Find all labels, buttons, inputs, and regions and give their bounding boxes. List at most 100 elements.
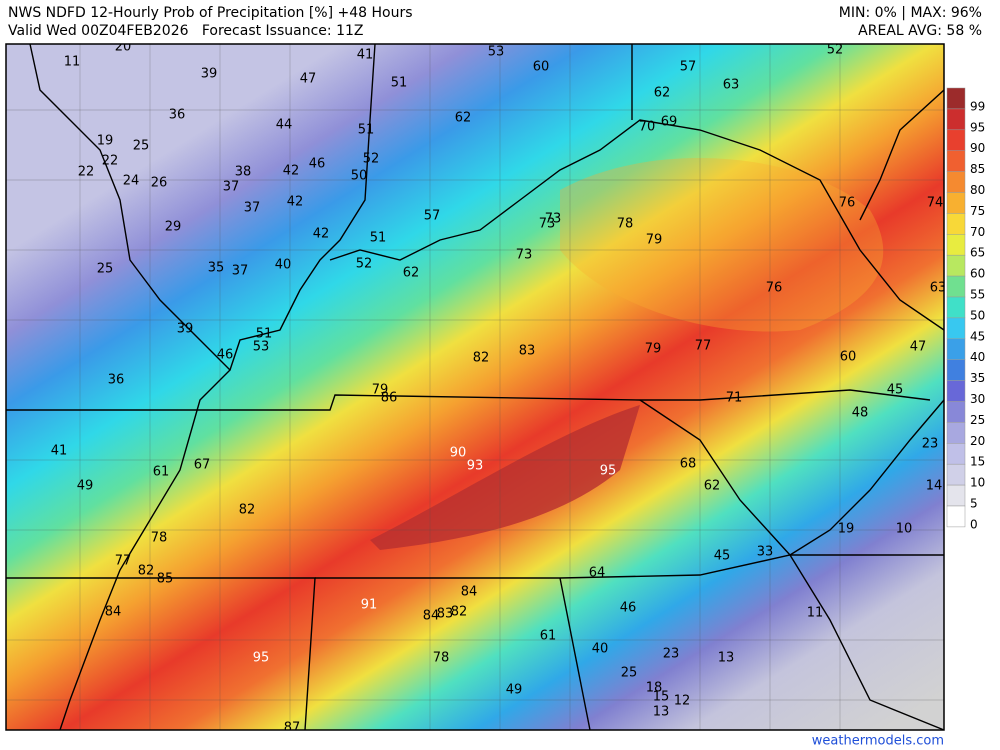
colorbar-cell [946,380,966,402]
map-value: 61 [540,629,557,644]
map-value: 74 [927,196,944,211]
map-value: 84 [423,609,440,624]
map-value: 78 [617,217,634,232]
colorbar-label: 70 [970,225,985,239]
map-value: 84 [461,585,478,600]
colorbar-cell [946,150,966,172]
map-value: 60 [533,60,550,75]
colorbar-cell [946,108,966,131]
map-value: 36 [108,373,125,388]
map: 20 11 39 47 41 53 60 57 52 63 51 62 36 44 62 51 70 69 19 25… [6,40,944,730]
map-value: 42 [287,195,304,210]
map-value: 47 [300,72,317,87]
map-value: 22 [102,154,119,169]
map-value: 52 [363,152,380,167]
colorbar-label: 10 [970,476,985,490]
precip-field [6,44,944,730]
colorbar-label: 80 [970,183,985,197]
credit: weathermodels.com [812,734,944,749]
colorbar-cell [946,422,966,444]
colorbar-label: 60 [970,267,985,281]
map-value: 82 [451,605,468,620]
map-value: 60 [840,350,857,365]
subtitle: Valid Wed 00Z04FEB2026 Forecast Issuance… [8,23,363,39]
title: NWS NDFD 12-Hourly Prob of Precipitation… [8,5,413,21]
map-value: 95 [253,651,270,666]
colorbar-label: 99 [970,99,985,113]
colorbar-label: 95 [970,120,985,134]
colorbar-cell [946,275,966,298]
map-value: 24 [123,174,140,189]
map-frame [5,43,945,731]
map-value: 82 [138,564,155,579]
map-value: 11 [807,606,824,621]
colorbar-cell [946,317,966,340]
map-value: 67 [194,458,211,473]
map-value: 47 [910,340,927,355]
map-value: 63 [723,78,740,93]
colorbar-label: 35 [970,371,985,385]
map-value: 42 [283,164,300,179]
map-value: 86 [381,391,398,406]
colorbar-label: 90 [970,141,985,155]
colorbar-cell [946,338,966,360]
map-value: 69 [661,115,678,130]
map-value: 68 [680,457,697,472]
map-value: 51 [358,123,375,138]
map-value: 53 [253,340,270,355]
map-value: 42 [313,227,330,242]
map-value: 39 [177,322,194,337]
colorbar-label: 85 [970,162,985,176]
map-value: 50 [351,169,368,184]
colorbar-label: 0 [970,517,978,531]
map-value: 45 [714,549,731,564]
map-value: 20 [115,40,132,55]
map-value: 11 [64,55,81,70]
map-value: 82 [239,503,256,518]
colorbar-label: 50 [970,308,985,322]
map-value: 71 [726,391,743,406]
map-value: 49 [77,479,94,494]
colorbar-cell [946,192,966,214]
colorbar-label: 75 [970,204,985,218]
map-value: 49 [506,683,523,698]
map-value: 78 [433,651,450,666]
map-value: 38 [235,165,252,180]
colorbar-label: 25 [970,413,985,427]
map-value: 40 [275,258,292,273]
map-value: 82 [473,351,490,366]
colorbar-label: 30 [970,392,985,406]
map-value: 14 [926,479,943,494]
colorbar-cell [946,213,966,235]
map-value: 13 [718,651,735,666]
colorbar-label: 5 [970,497,978,511]
map-value: 19 [97,134,114,149]
map-value: 79 [372,383,389,398]
map-value: 76 [839,196,856,211]
map-value: 70 [639,120,656,135]
map-value: 52 [356,257,373,272]
colorbar-cell [946,87,966,110]
map-value: 46 [309,157,326,172]
map-value: 39 [201,67,218,82]
colorbar-cell [946,129,966,151]
map-value: 62 [704,479,721,494]
map-value: 10 [896,522,913,537]
map-value: 61 [153,465,170,480]
colorbar-cell [946,234,966,256]
map-value: 95 [600,464,617,479]
map-value: 19 [838,522,855,537]
colorbar-cell [946,359,966,381]
map-value: 91 [361,598,378,613]
map-value: 46 [620,601,637,616]
map-value: 64 [589,566,606,581]
colorbar-cell [946,171,966,193]
map-value: 40 [592,642,609,657]
areal-average: AREAL AVG: 58 % [858,23,982,39]
map-value: 76 [766,281,783,296]
state-borders [6,44,944,730]
map-value: 73 [545,212,562,227]
max-core [370,405,640,550]
